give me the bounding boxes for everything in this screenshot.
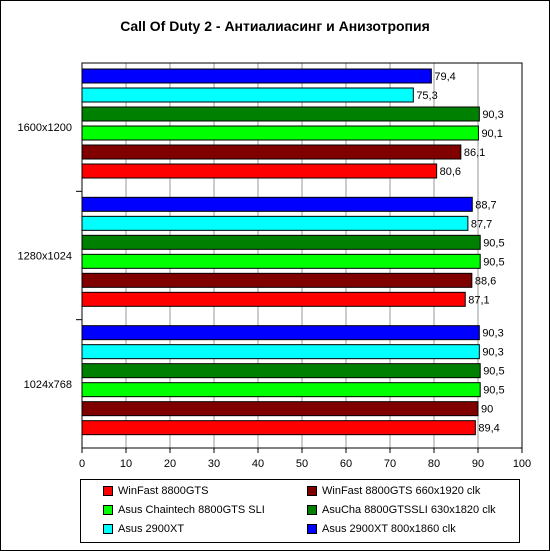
data-label: 86,1: [464, 147, 485, 159]
data-label: 90,5: [483, 385, 504, 397]
bar: [81, 325, 480, 341]
bar: [81, 68, 432, 84]
data-label: 89,4: [478, 423, 499, 435]
bar: [81, 87, 414, 103]
legend-swatch: [307, 486, 317, 496]
legend-label: Asus 2900XT: [118, 523, 185, 535]
data-label: 80,6: [440, 166, 461, 178]
bar: [81, 106, 480, 122]
data-label: 90,5: [483, 366, 504, 378]
data-label: 90,5: [483, 256, 504, 268]
legend-label: Asus Chaintech 8800GTS SLI: [118, 504, 265, 516]
legend-swatch: [307, 524, 317, 534]
legend-swatch: [307, 505, 317, 515]
bar: [81, 344, 480, 360]
x-tick-label: 70: [384, 458, 396, 470]
legend-item: WinFast 8800GTS: [103, 485, 208, 497]
x-tick-label: 100: [513, 458, 531, 470]
x-tick-label: 0: [79, 458, 85, 470]
legend-label: Asus 2900XT 800x1860 clk: [322, 523, 456, 535]
bar: [81, 272, 473, 288]
bar: [81, 291, 466, 307]
data-label: 90,5: [483, 237, 504, 249]
legend-swatch: [103, 505, 113, 515]
legend: WinFast 8800GTS WinFast 8800GTS 660x1920 …: [80, 479, 520, 543]
x-tick-label: 40: [252, 458, 264, 470]
x-tick-label: 50: [296, 458, 308, 470]
bar: [81, 144, 462, 160]
bar: [81, 363, 481, 379]
data-label: 87,1: [468, 294, 489, 306]
plot-border: [81, 62, 523, 449]
category-label: 1024x768: [24, 379, 72, 391]
legend-item: Asus Chaintech 8800GTS SLI: [103, 504, 265, 516]
data-label: 90,1: [481, 128, 502, 140]
legend-item: Asus 2900XT 800x1860 clk: [307, 523, 456, 535]
chart-title: Call Of Duty 2 - Антиалиасинг и Анизотро…: [120, 18, 430, 34]
data-label: 79,4: [434, 71, 455, 83]
x-tick-label: 80: [428, 458, 440, 470]
x-tick-label: 60: [340, 458, 352, 470]
data-label: 90,3: [482, 347, 503, 359]
data-label: 88,7: [475, 199, 496, 211]
legend-label: AsuCha 8800GTSSLI 630x1820 clk: [322, 504, 496, 516]
bar: [81, 215, 469, 231]
data-label: 88,6: [475, 275, 496, 287]
legend-label: WinFast 8800GTS: [118, 485, 209, 497]
category-label: 1600x1200: [18, 122, 72, 134]
legend-label: WinFast 8800GTS 660x1920 clk: [322, 485, 481, 497]
bar: [81, 125, 479, 141]
bar: [81, 420, 476, 436]
bar: [81, 163, 438, 179]
legend-swatch: [103, 524, 113, 534]
legend-swatch: [103, 486, 113, 496]
legend-item: AsuCha 8800GTSSLI 630x1820 clk: [307, 504, 496, 516]
bar: [81, 253, 481, 269]
data-label: 90,3: [482, 109, 503, 121]
bar: [81, 382, 481, 398]
category-label: 1280x1024: [18, 251, 72, 263]
legend-item: Asus 2900XT: [103, 523, 184, 535]
bar: [81, 196, 473, 212]
x-tick-label: 30: [208, 458, 220, 470]
legend-item: WinFast 8800GTS 660x1920 clk: [307, 485, 480, 497]
x-tick-label: 90: [472, 458, 484, 470]
data-label: 87,7: [471, 218, 492, 230]
bar: [81, 401, 479, 417]
data-label: 75,3: [416, 90, 437, 102]
x-tick-label: 20: [164, 458, 176, 470]
bar: [81, 234, 481, 250]
x-tick-label: 10: [120, 458, 132, 470]
data-label: 90: [481, 404, 493, 416]
data-label: 90,3: [482, 328, 503, 340]
